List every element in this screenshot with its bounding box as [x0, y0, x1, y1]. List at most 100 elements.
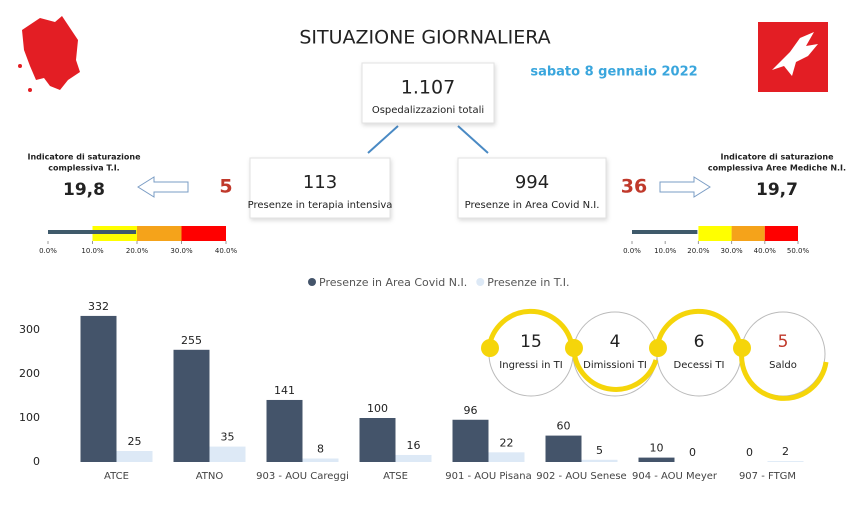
- arrow-left: [137, 176, 189, 198]
- bar: [116, 451, 153, 462]
- total-label: Ospedalizzazioni totali: [372, 105, 484, 116]
- y-tick-label: 100: [19, 411, 40, 424]
- bar: [302, 458, 339, 462]
- data-label: 16: [407, 439, 421, 452]
- gauge-tick-label: 10.0%: [654, 247, 677, 255]
- data-label: 35: [221, 431, 235, 444]
- gauge-zone: [731, 226, 765, 241]
- gauge-zone: [764, 226, 798, 241]
- data-label: 10: [650, 442, 664, 455]
- date: sabato 8 gennaio 2022: [530, 65, 697, 80]
- flow-label: Decessi TI: [674, 360, 725, 371]
- bar: [767, 461, 804, 462]
- gauge-zone: [698, 226, 732, 241]
- data-label: 2: [782, 445, 789, 458]
- x-tick-label: ATSE: [383, 471, 408, 482]
- flow-value: 4: [610, 332, 621, 352]
- flow-dot: [733, 339, 751, 357]
- bar: [638, 457, 675, 462]
- bar: [209, 446, 246, 462]
- data-label: 0: [689, 446, 696, 459]
- bar: [581, 459, 618, 462]
- data-label: 0: [746, 446, 753, 459]
- bar: [359, 418, 396, 462]
- covid-value: 994: [515, 172, 549, 193]
- legend-marker: [308, 278, 316, 286]
- gauge-title: Indicatore di saturazione: [27, 153, 141, 162]
- gauge-tick-label: 20.0%: [687, 247, 710, 255]
- ti-value: 113: [303, 172, 337, 193]
- bar: [488, 452, 525, 462]
- x-tick-label: ATNO: [196, 471, 224, 482]
- bar: [266, 399, 303, 462]
- gauge-title: complessiva Aree Mediche N.I.: [708, 164, 846, 173]
- gauge-title: complessiva T.I.: [48, 164, 119, 173]
- title: SITUAZIONE GIORNALIERA: [299, 27, 550, 49]
- flow-dot: [481, 339, 499, 357]
- gauge-value: 19,8: [63, 180, 105, 200]
- x-tick-label: 904 - AOU Meyer: [632, 471, 718, 482]
- flow-arc: [654, 308, 743, 349]
- x-tick-label: 901 - AOU Pisana: [445, 471, 531, 482]
- gauge-tick-label: 30.0%: [170, 247, 193, 255]
- gauge-tick-label: 0.0%: [39, 247, 57, 255]
- covid-card: [457, 157, 607, 219]
- gauge-tick-label: 40.0%: [215, 247, 238, 255]
- flow-dot: [649, 339, 667, 357]
- total-value: 1.107: [401, 77, 455, 99]
- region-logo: [22, 16, 80, 90]
- flow-label: Dimissioni TI: [583, 360, 647, 371]
- island: [18, 64, 22, 68]
- bar: [80, 315, 117, 462]
- pegasus: [772, 32, 818, 76]
- data-label: 22: [500, 436, 514, 449]
- gauge-title: Indicatore di saturazione: [720, 153, 834, 162]
- gauge-zone: [137, 226, 182, 241]
- y-tick-label: 200: [19, 367, 40, 380]
- bar: [545, 435, 582, 462]
- gauge-tick-label: 20.0%: [126, 247, 149, 255]
- ti-label: Presenze in terapia intensiva: [248, 200, 393, 211]
- flow-label: Ingressi in TI: [499, 360, 562, 371]
- flow-arc: [571, 349, 659, 392]
- connector: [457, 125, 489, 154]
- ti-delta: 5: [219, 176, 232, 198]
- flow-value: 6: [694, 332, 705, 352]
- covid-delta: 36: [621, 176, 647, 198]
- data-label: 141: [274, 384, 295, 397]
- flow-label: Saldo: [769, 360, 797, 371]
- data-label: 100: [367, 402, 388, 415]
- x-tick-label: 902 - AOU Senese: [536, 471, 626, 482]
- bar: [452, 419, 489, 462]
- legend-marker: [476, 278, 485, 286]
- flow-arc: [739, 349, 829, 401]
- y-tick-label: 0: [33, 455, 40, 468]
- data-label: 255: [181, 334, 202, 347]
- arrow-right: [659, 176, 711, 198]
- gauge-tick-label: 40.0%: [754, 247, 777, 255]
- x-tick-label: 907 - FTGM: [739, 471, 796, 482]
- gauge-tick-label: 30.0%: [720, 247, 743, 255]
- data-label: 60: [557, 420, 571, 433]
- flow-arc: [486, 308, 575, 349]
- data-label: 96: [464, 404, 478, 417]
- flow-ring: [572, 311, 658, 397]
- data-label: 332: [88, 300, 109, 313]
- bar: [395, 454, 432, 462]
- island: [28, 88, 32, 92]
- legend-label: Presenze in T.I.: [487, 276, 569, 289]
- gauge-zone: [181, 226, 226, 241]
- flow-value: 15: [520, 332, 542, 352]
- flow-value: 5: [778, 332, 789, 352]
- ti-card: [249, 157, 391, 219]
- flow-dot: [565, 339, 583, 357]
- data-label: 25: [128, 435, 142, 448]
- legend-label: Presenze in Area Covid N.I.: [319, 276, 467, 289]
- flow-dots: [481, 339, 751, 357]
- total-card: [361, 62, 495, 124]
- covid-label: Presenze in Area Covid N.I.: [465, 200, 600, 211]
- x-tick-label: ATCE: [104, 471, 129, 482]
- connector: [367, 125, 399, 154]
- gauge-value: 19,7: [756, 180, 798, 200]
